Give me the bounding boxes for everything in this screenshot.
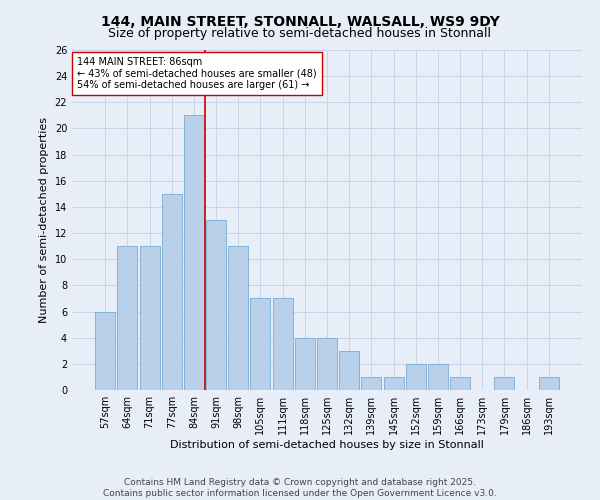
Bar xyxy=(339,351,359,390)
Bar xyxy=(406,364,426,390)
Bar xyxy=(250,298,271,390)
Bar xyxy=(228,246,248,390)
Bar xyxy=(361,377,382,390)
Bar xyxy=(539,377,559,390)
Bar xyxy=(140,246,160,390)
Bar xyxy=(295,338,315,390)
Text: 144, MAIN STREET, STONNALL, WALSALL, WS9 9DY: 144, MAIN STREET, STONNALL, WALSALL, WS9… xyxy=(101,15,499,29)
X-axis label: Distribution of semi-detached houses by size in Stonnall: Distribution of semi-detached houses by … xyxy=(170,440,484,450)
Bar xyxy=(450,377,470,390)
Bar xyxy=(95,312,115,390)
Bar xyxy=(272,298,293,390)
Bar xyxy=(428,364,448,390)
Bar xyxy=(383,377,404,390)
Bar xyxy=(184,116,204,390)
Text: Contains HM Land Registry data © Crown copyright and database right 2025.
Contai: Contains HM Land Registry data © Crown c… xyxy=(103,478,497,498)
Bar xyxy=(206,220,226,390)
Bar xyxy=(162,194,182,390)
Bar xyxy=(494,377,514,390)
Text: 144 MAIN STREET: 86sqm
← 43% of semi-detached houses are smaller (48)
54% of sem: 144 MAIN STREET: 86sqm ← 43% of semi-det… xyxy=(77,57,317,90)
Text: Size of property relative to semi-detached houses in Stonnall: Size of property relative to semi-detach… xyxy=(109,28,491,40)
Bar xyxy=(118,246,137,390)
Bar xyxy=(317,338,337,390)
Y-axis label: Number of semi-detached properties: Number of semi-detached properties xyxy=(39,117,49,323)
